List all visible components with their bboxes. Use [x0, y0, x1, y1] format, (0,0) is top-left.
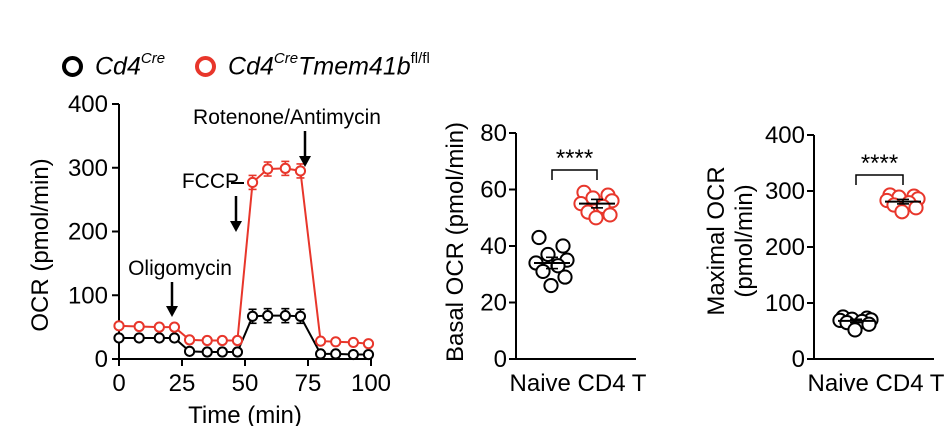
data-point	[908, 200, 924, 216]
data-point	[231, 346, 244, 358]
y-tick-label: 0	[792, 346, 805, 373]
data-point	[294, 310, 307, 322]
y-tick-label: 100	[68, 282, 108, 309]
y-tick-label: 20	[480, 290, 507, 317]
y-tick-label: 100	[765, 290, 805, 317]
data-point	[315, 348, 327, 360]
series-line-0	[119, 314, 369, 356]
data-point	[330, 348, 342, 360]
data-point	[201, 334, 213, 347]
x-tick-label: 100	[351, 370, 391, 397]
data-point	[246, 310, 259, 322]
data-point	[347, 336, 359, 349]
data-point	[153, 332, 165, 344]
legend-marker-cd4cre-tmem41b	[195, 56, 217, 78]
y-tick-label: 300	[68, 155, 108, 182]
y-tick-label: 200	[68, 219, 108, 246]
data-point	[168, 321, 181, 333]
legend-item-cd4cre-tmem41b: Cd4CreTmem41bfl/fl	[195, 50, 430, 81]
data-point	[262, 163, 274, 175]
arrow-head	[166, 306, 178, 317]
arrow-head	[230, 221, 242, 232]
data-point	[894, 204, 910, 220]
y-tick-label: 200	[765, 234, 805, 261]
x-tick-label: 0	[112, 370, 125, 397]
data-point	[555, 238, 571, 254]
y-tick-label: 60	[480, 177, 507, 204]
data-point	[113, 320, 125, 332]
data-point	[847, 322, 863, 338]
y-axis-title-line2: (pmol/min)	[731, 184, 758, 297]
data-point	[183, 334, 196, 346]
annotation-label: Rotenone/Antimycin	[193, 106, 381, 129]
data-point	[153, 321, 165, 333]
legend-item-cd4cre: Cd4Cre	[62, 50, 166, 81]
data-point	[362, 338, 375, 350]
y-axis-title: Maximal OCR	[703, 166, 730, 315]
data-point	[201, 346, 213, 358]
data-point	[216, 334, 228, 347]
significance-bracket	[855, 174, 904, 185]
data-point	[557, 269, 573, 285]
ocr-timecourse-chart: 0 100 200 300 400 0 25 50 75 100 Time (min) OCR (pm…	[27, 91, 391, 426]
basal-ocr-chart: 0 20 40 60 80 Naive CD4 T Basal OCR (pmol/min)…	[442, 120, 647, 397]
data-point	[362, 348, 375, 361]
data-point	[535, 263, 551, 280]
x-axis-title: Naive CD4 T	[808, 370, 945, 397]
data-point	[279, 162, 291, 174]
data-point	[231, 334, 244, 347]
y-tick-label: 40	[480, 233, 507, 260]
y-tick-label: 0	[494, 346, 507, 373]
x-tick-label: 75	[295, 370, 322, 397]
data-point	[588, 210, 604, 226]
data-point	[216, 346, 228, 358]
legend-label-cd4cre-tmem41b: Cd4CreTmem41bfl/fl	[228, 50, 430, 81]
data-point	[543, 277, 559, 294]
data-point	[168, 332, 181, 344]
y-axis-title: Basal OCR (pmol/min)	[442, 122, 469, 362]
legend-label-cd4cre: Cd4Cre	[95, 50, 166, 81]
y-tick-label: 400	[765, 122, 805, 149]
data-point	[347, 348, 359, 361]
data-point	[246, 176, 259, 189]
significance-bracket	[551, 169, 598, 180]
data-point	[330, 336, 342, 348]
data-point	[602, 207, 618, 223]
significance-label: ****	[556, 145, 593, 172]
data-point	[262, 310, 274, 322]
series-line-1	[118, 167, 369, 345]
data-point	[861, 316, 877, 332]
data-point	[279, 310, 291, 322]
data-point	[133, 320, 145, 333]
x-axis-title: Time (min)	[188, 402, 302, 426]
y-axis-title: OCR (pmol/min)	[27, 158, 54, 331]
maximal-ocr-chart: 0 100 200 300 400 Naive CD4 T Maximal OCR (pmol…	[703, 122, 945, 397]
x-tick-label: 50	[232, 370, 259, 397]
legend: Cd4Cre Cd4CreTmem41bfl/fl	[62, 50, 460, 81]
y-tick-label: 0	[95, 346, 108, 373]
data-point	[531, 229, 547, 246]
significance-label: ****	[861, 150, 898, 177]
data-point	[315, 335, 327, 347]
legend-marker-cd4cre	[62, 56, 83, 78]
annotation-label: Oligomycin	[128, 257, 232, 280]
data-point	[294, 165, 307, 177]
y-tick-label: 80	[480, 120, 507, 147]
data-point	[113, 332, 125, 344]
y-tick-label: 400	[68, 91, 108, 118]
data-point	[183, 345, 196, 357]
annotation-label: FCCP	[182, 170, 239, 193]
arrow-head	[299, 156, 311, 167]
y-tick-label: 300	[765, 178, 805, 205]
x-axis-title: Naive CD4 T	[510, 370, 647, 397]
data-point	[133, 332, 145, 344]
x-tick-label: 25	[169, 370, 196, 397]
